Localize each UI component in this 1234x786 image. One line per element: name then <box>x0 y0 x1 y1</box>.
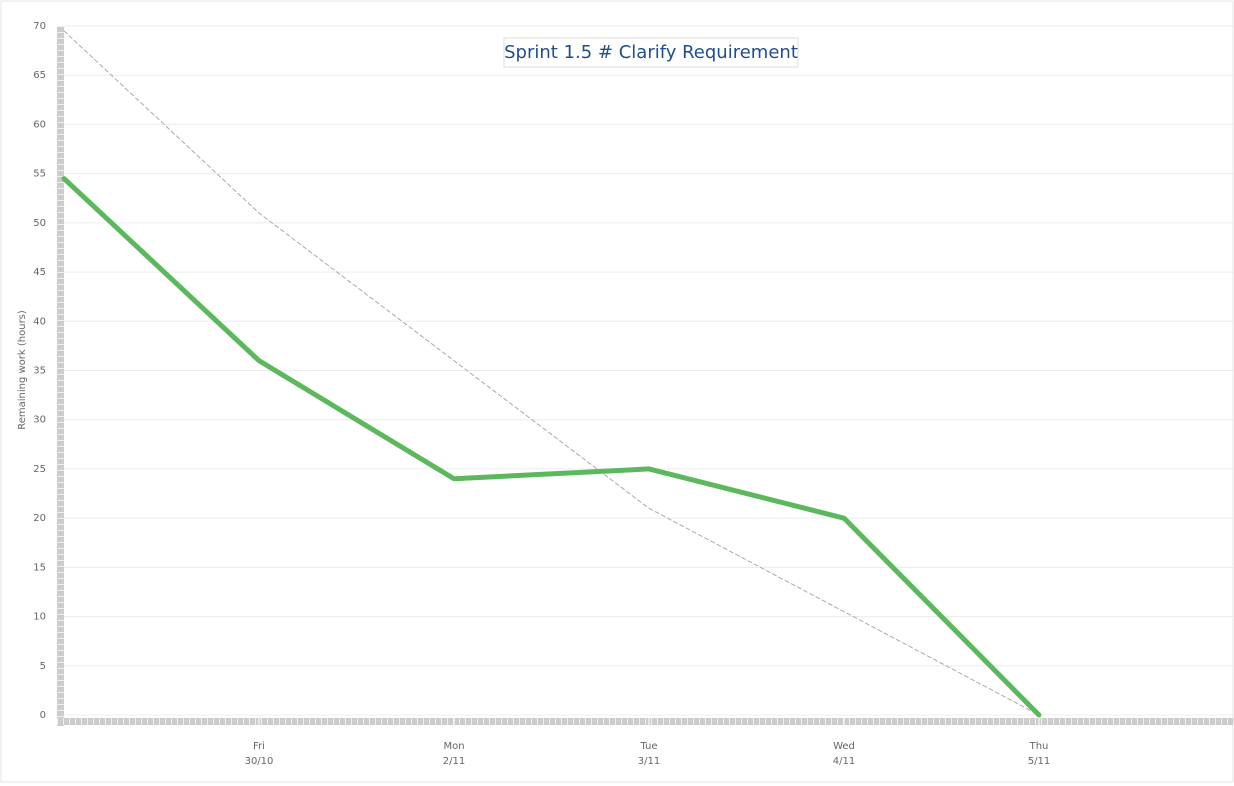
y-tick-label: 45 <box>33 267 46 278</box>
x-tick-label: 4/11 <box>833 756 855 767</box>
y-tick-label: 0 <box>40 710 46 721</box>
x-tick-label: Mon <box>443 741 464 752</box>
y-tick-label: 15 <box>33 562 46 573</box>
x-tick-label: 2/11 <box>443 756 465 767</box>
chart-title: Sprint 1.5 # Clarify Requirement <box>504 42 798 63</box>
y-tick-label: 20 <box>33 513 46 524</box>
y-tick-label: 55 <box>33 169 46 180</box>
x-tick-label: Wed <box>833 741 855 752</box>
y-tick-label: 50 <box>33 218 46 229</box>
y-tick-label: 65 <box>33 70 46 81</box>
y-axis-label: Remaining work (hours) <box>17 310 28 430</box>
y-tick-label: 25 <box>33 464 46 475</box>
series-line <box>61 176 1042 718</box>
x-tick-label: Thu <box>1029 741 1049 752</box>
x-tick-label: Fri <box>253 741 265 752</box>
x-tick-label: 3/11 <box>638 756 660 767</box>
y-tick-label: 40 <box>33 316 46 327</box>
y-axis <box>57 26 64 726</box>
y-tick-label: 35 <box>33 366 46 377</box>
title-box <box>503 37 799 68</box>
x-tick-label: Tue <box>639 741 657 752</box>
y-tick-label: 10 <box>33 612 46 623</box>
y-tick-label: 30 <box>33 415 46 426</box>
x-tick-label: 30/10 <box>245 756 274 767</box>
y-tick-label: 70 <box>33 21 46 32</box>
y-tick-label: 60 <box>33 119 46 130</box>
y-tick-label: 5 <box>40 661 46 672</box>
series-line <box>63 30 1040 716</box>
x-tick-label: 5/11 <box>1028 756 1050 767</box>
